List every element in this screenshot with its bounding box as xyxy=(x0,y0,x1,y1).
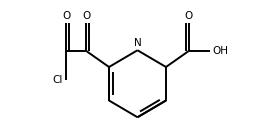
Text: O: O xyxy=(185,11,193,21)
Text: O: O xyxy=(62,11,70,21)
Text: Cl: Cl xyxy=(53,75,63,85)
Text: O: O xyxy=(82,11,90,21)
Text: OH: OH xyxy=(212,46,228,56)
Text: N: N xyxy=(134,38,141,48)
